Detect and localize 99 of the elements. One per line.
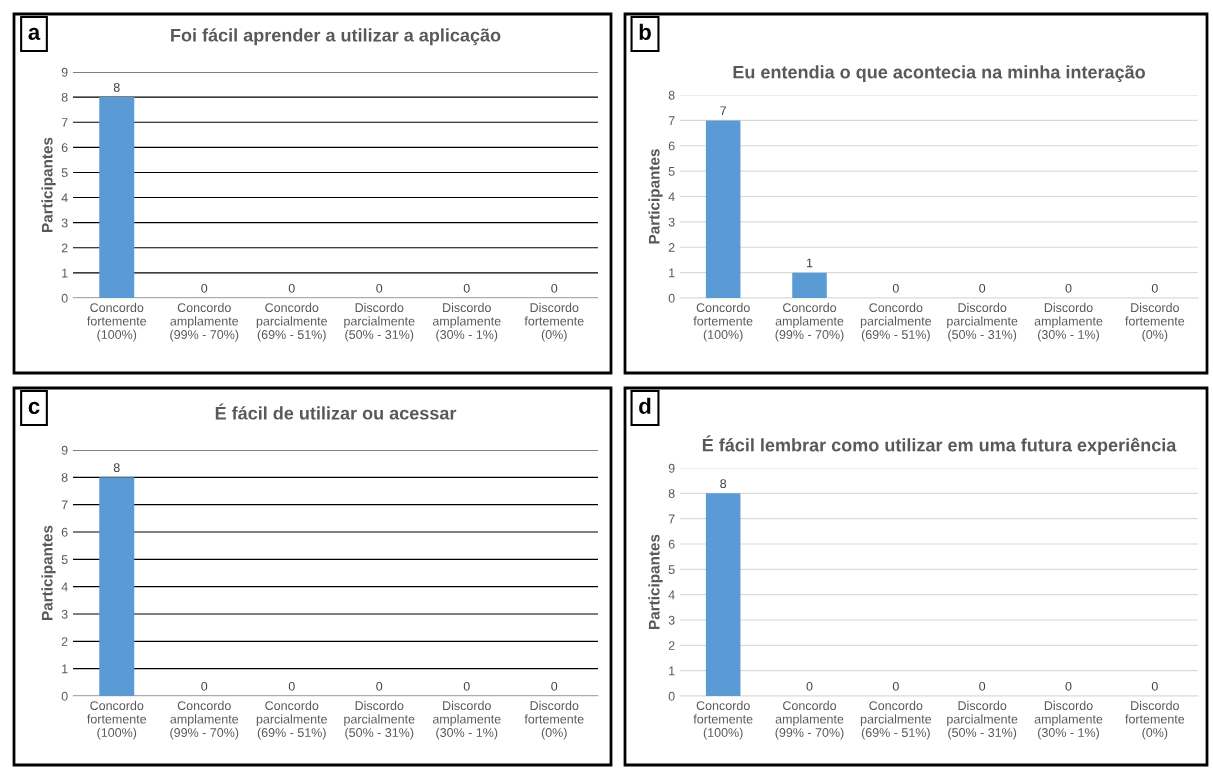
data-label: 7 bbox=[720, 106, 727, 115]
x-tick-label: Discordo parcialmente (50% - 31%) bbox=[947, 700, 1018, 740]
x-tick-label: Concordo amplamente (99% - 70%) bbox=[170, 700, 239, 740]
y-tick-label: 0 bbox=[668, 691, 675, 701]
data-label: 0 bbox=[551, 681, 558, 691]
y-tick-label: 0 bbox=[668, 293, 675, 303]
chart-title: É fácil de utilizar ou acessar bbox=[215, 403, 457, 420]
data-label: 0 bbox=[288, 681, 295, 691]
y-tick-label: 3 bbox=[668, 615, 675, 625]
y-tick-label: 4 bbox=[668, 590, 675, 600]
x-tick-label: Discordo fortemente (0%) bbox=[1125, 302, 1185, 342]
x-tick-label: Concordo parcialmente (69% - 51%) bbox=[256, 700, 327, 740]
y-tick-label: 7 bbox=[668, 116, 675, 125]
data-label: 8 bbox=[720, 479, 727, 489]
y-tick-label: 1 bbox=[669, 666, 675, 676]
x-tick-label: Concordo parcialmente (69% - 51%) bbox=[860, 302, 932, 342]
x-tick-label: Concordo fortemente (100%) bbox=[87, 700, 147, 740]
x-tick-label: Concordo parcialmente (69% - 51%) bbox=[860, 700, 932, 740]
y-tick-label: 5 bbox=[668, 167, 675, 176]
y-tick-label: 3 bbox=[61, 609, 68, 619]
x-tick-label: Discordo fortemente (0%) bbox=[524, 700, 584, 740]
x-tick-label: Concordo amplamente (99% - 70%) bbox=[775, 302, 844, 342]
y-tick-label: 6 bbox=[61, 527, 68, 537]
text: b bbox=[639, 23, 651, 40]
y-tick-label: 5 bbox=[61, 555, 68, 564]
y-axis-title: Participantes bbox=[41, 137, 56, 232]
text: d bbox=[639, 397, 651, 414]
data-label: 0 bbox=[1151, 283, 1158, 293]
data-label: 0 bbox=[1065, 681, 1072, 691]
data-label: 0 bbox=[376, 681, 383, 691]
data-label: 0 bbox=[892, 681, 899, 691]
y-tick-label: 5 bbox=[668, 565, 675, 574]
y-tick-label: 9 bbox=[61, 445, 68, 455]
data-label: 0 bbox=[201, 283, 208, 293]
x-tick-label: Discordo amplamente (30% - 1%) bbox=[1034, 700, 1103, 740]
y-tick-label: 9 bbox=[668, 463, 675, 473]
x-tick-label: Discordo fortemente (0%) bbox=[524, 302, 584, 342]
y-tick-label: 6 bbox=[668, 539, 675, 549]
chart-title: Eu entendia o que acontecia na minha interação bbox=[733, 65, 1145, 83]
y-tick-label: 5 bbox=[61, 168, 68, 178]
y-tick-label: 2 bbox=[668, 641, 675, 650]
y-tick-label: 8 bbox=[61, 92, 68, 102]
y-tick-label: 7 bbox=[61, 500, 68, 510]
data-label: 0 bbox=[892, 283, 899, 293]
y-tick-label: 2 bbox=[668, 243, 675, 252]
data-label: 0 bbox=[1151, 681, 1158, 691]
text: c bbox=[28, 401, 40, 414]
x-tick-label: Discordo parcialmente (50% - 31%) bbox=[947, 302, 1018, 342]
data-label: 1 bbox=[806, 258, 813, 268]
y-tick-label: 0 bbox=[61, 293, 68, 303]
y-tick-label: 1 bbox=[62, 268, 68, 278]
y-tick-label: 2 bbox=[61, 637, 68, 646]
y-tick-label: 8 bbox=[668, 90, 675, 100]
data-label: 0 bbox=[1065, 283, 1072, 293]
x-tick-label: Discordo amplamente (30% - 1%) bbox=[432, 302, 501, 342]
y-tick-label: 8 bbox=[61, 473, 68, 482]
y-axis-title: Participantes bbox=[648, 534, 663, 629]
x-tick-label: Concordo fortemente (100%) bbox=[87, 302, 147, 342]
y-tick-label: 7 bbox=[668, 514, 675, 524]
data-label: 8 bbox=[113, 463, 120, 473]
x-tick-label: Discordo amplamente (30% - 1%) bbox=[432, 700, 501, 740]
y-tick-label: 8 bbox=[668, 489, 675, 498]
y-tick-label: 9 bbox=[61, 67, 68, 77]
data-label: 0 bbox=[463, 681, 470, 691]
data-label: 0 bbox=[376, 283, 383, 293]
x-tick-label: Concordo amplamente (99% - 70%) bbox=[775, 700, 844, 740]
y-tick-label: 1 bbox=[62, 664, 68, 674]
y-tick-label: 1 bbox=[669, 268, 675, 278]
y-tick-label: 4 bbox=[61, 582, 68, 592]
x-tick-label: Concordo parcialmente (69% - 51%) bbox=[256, 302, 327, 342]
y-tick-label: 3 bbox=[668, 217, 675, 227]
x-tick-label: Discordo amplamente (30% - 1%) bbox=[1034, 302, 1103, 342]
data-label: 0 bbox=[463, 283, 470, 293]
y-tick-label: 6 bbox=[61, 143, 68, 152]
y-tick-label: 6 bbox=[668, 141, 675, 151]
y-tick-label: 0 bbox=[61, 691, 68, 701]
data-label: 0 bbox=[201, 681, 208, 691]
data-label: 0 bbox=[979, 283, 986, 293]
x-tick-label: Concordo amplamente (99% - 70%) bbox=[170, 302, 239, 342]
chart-title: É fácil lembrar como utilizar em uma futura experiência bbox=[702, 435, 1177, 456]
x-tick-label: Discordo fortemente (0%) bbox=[1125, 700, 1185, 740]
x-tick-label: Concordo fortemente (100%) bbox=[693, 302, 753, 342]
y-tick-label: 7 bbox=[61, 118, 68, 127]
text: a bbox=[28, 27, 41, 40]
y-axis-title: Participantes bbox=[41, 525, 56, 620]
x-tick-label: Discordo parcialmente (50% - 31%) bbox=[344, 700, 415, 740]
data-label: 0 bbox=[551, 283, 558, 293]
y-tick-label: 4 bbox=[61, 193, 68, 203]
y-tick-label: 4 bbox=[668, 192, 675, 202]
chart-title: Foi fácil aprender a utilizar a aplicação bbox=[171, 28, 501, 46]
y-tick-label: 3 bbox=[61, 218, 68, 228]
y-tick-label: 2 bbox=[61, 243, 68, 253]
y-axis-title: Participantes bbox=[648, 149, 663, 244]
data-label: 8 bbox=[113, 83, 120, 92]
data-label: 0 bbox=[979, 681, 986, 691]
x-tick-label: Concordo fortemente (100%) bbox=[693, 700, 753, 740]
data-label: 0 bbox=[288, 283, 295, 293]
data-label: 0 bbox=[806, 681, 813, 691]
x-tick-label: Discordo parcialmente (50% - 31%) bbox=[344, 302, 415, 342]
